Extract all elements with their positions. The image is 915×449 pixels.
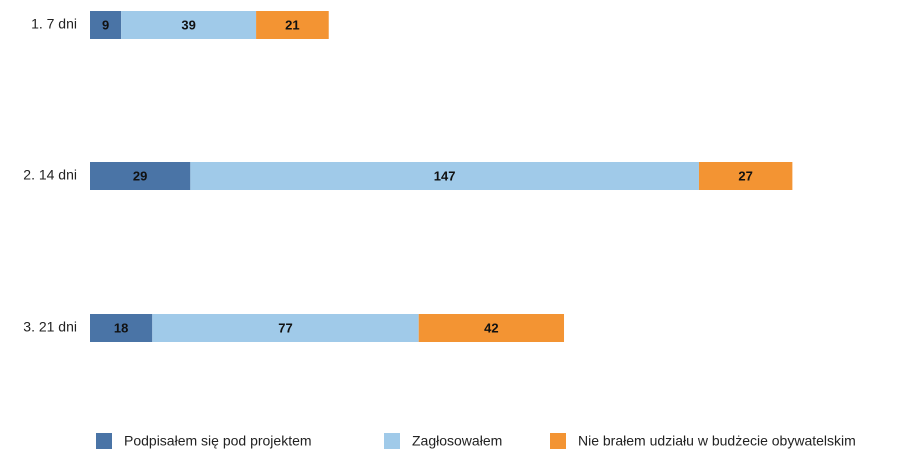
legend-swatch xyxy=(96,433,112,449)
bar-segment xyxy=(90,11,122,39)
bar-segment xyxy=(418,314,565,342)
data-label: 27 xyxy=(738,168,752,183)
legend-label: Zagłosowałem xyxy=(412,433,502,449)
bar-segment xyxy=(256,11,329,39)
bar-segment xyxy=(152,314,419,342)
data-label: 21 xyxy=(285,17,299,32)
data-label: 9 xyxy=(102,17,109,32)
bar-segment xyxy=(190,162,699,190)
bar-segment xyxy=(698,162,793,190)
legend-label: Podpisałem się pod projektem xyxy=(124,433,312,449)
category-label: 1. 7 dni xyxy=(31,16,77,32)
bar-segment xyxy=(121,11,257,39)
data-label: 18 xyxy=(114,320,128,335)
legend-swatch xyxy=(384,433,400,449)
legend-swatch xyxy=(550,433,566,449)
category-label: 3. 21 dni xyxy=(23,319,77,335)
data-label: 77 xyxy=(278,320,292,335)
legend-label: Nie brałem udziału w budżecie obywatelsk… xyxy=(578,433,856,449)
data-label: 147 xyxy=(434,168,456,183)
data-label: 39 xyxy=(181,17,195,32)
data-label: 42 xyxy=(484,320,498,335)
data-label: 29 xyxy=(133,168,147,183)
category-label: 2. 14 dni xyxy=(23,167,77,183)
bar-segment xyxy=(90,314,153,342)
bar-segment xyxy=(90,162,191,190)
